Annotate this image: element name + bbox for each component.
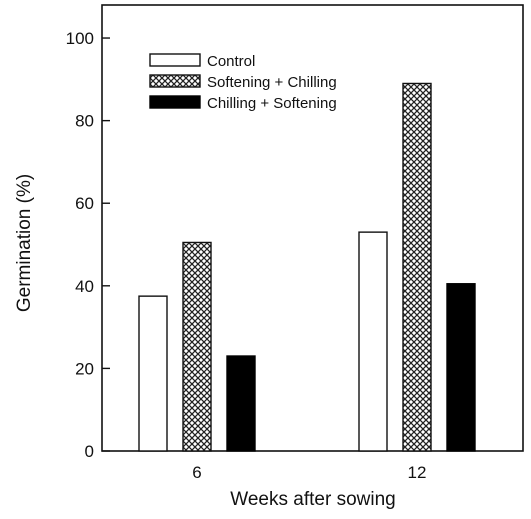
y-axis: 0 20 40 60 80 100 [66,29,110,461]
y-tick-label: 0 [85,442,94,461]
bar-black-week-6 [226,355,256,452]
y-tick-label: 40 [75,277,94,296]
y-tick-label: 80 [75,112,94,131]
bar-white-week-12 [358,231,388,452]
y-axis-title: Germination (%) [14,174,35,312]
x-tick-label: 12 [408,463,427,482]
legend-label: Control [207,53,255,70]
bar-crosshatch-week-12 [402,82,432,452]
plot-frame [101,4,524,452]
legend-swatch-white [149,53,201,67]
legend-swatch-black [149,95,201,109]
y-tick-label: 60 [75,194,94,213]
bars [138,82,476,452]
legend: Control Softening + Chilling Chilling + So… [149,53,337,112]
bar-black-week-12 [446,283,476,452]
legend-label: Softening + Chilling [207,74,337,91]
legend-swatch-crosshatch [149,74,201,88]
bar-crosshatch-week-6 [182,241,212,452]
legend-label: Chilling + Softening [207,95,337,112]
x-axis-title: Weeks after sowing [230,489,395,510]
plot-border [101,4,524,452]
bar-white-week-6 [138,295,168,452]
x-tick-label: 6 [192,463,201,482]
y-tick-label: 20 [75,359,94,378]
y-tick-label: 100 [66,29,94,48]
